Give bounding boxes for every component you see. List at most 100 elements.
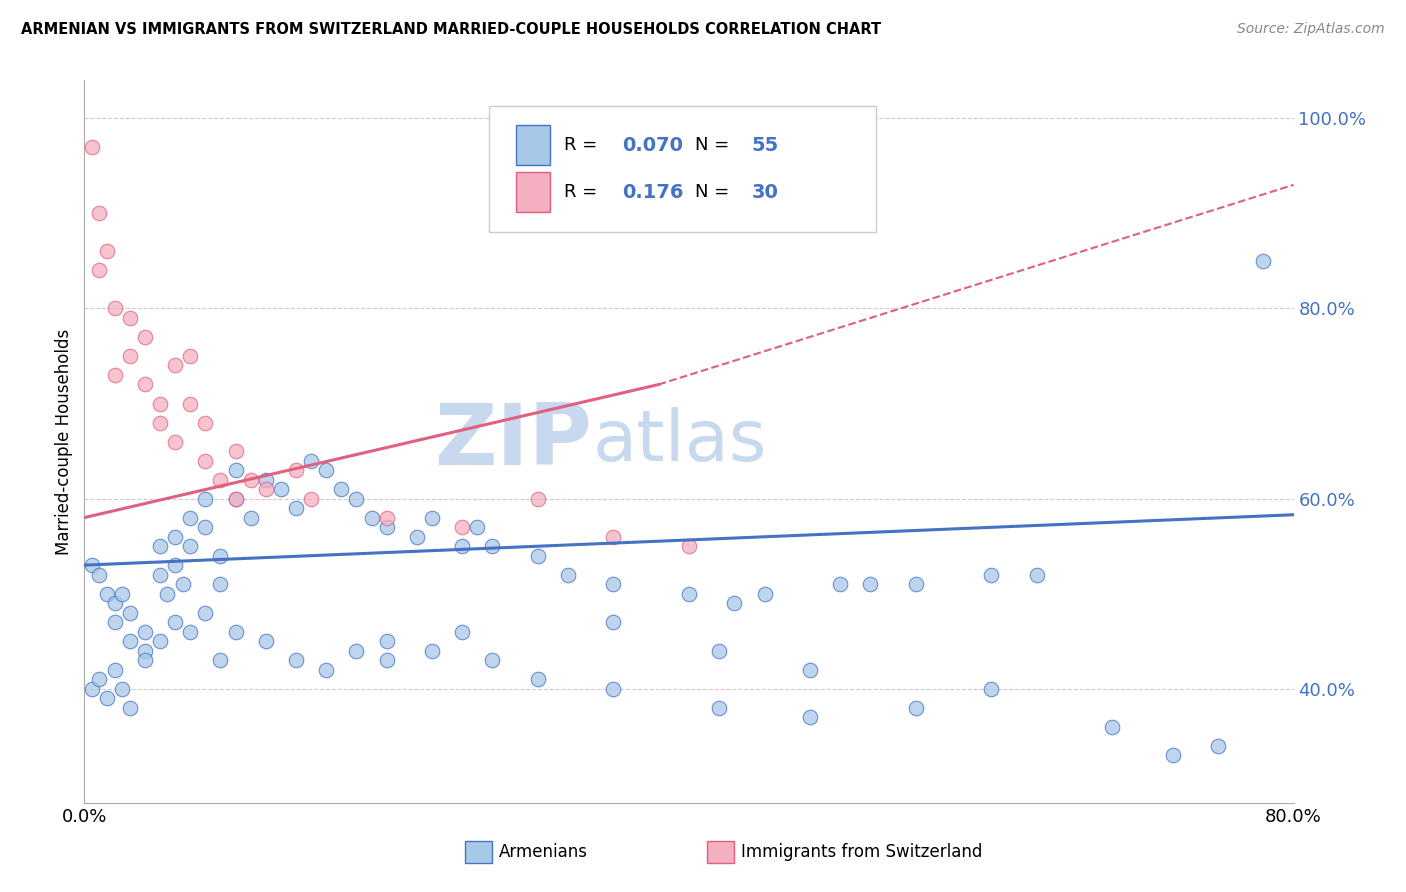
Text: 0.176: 0.176: [623, 183, 683, 202]
Point: [89, 206, 111, 220]
Point: [254, 482, 277, 496]
Text: Source: ZipAtlas.com: Source: ZipAtlas.com: [1237, 22, 1385, 37]
Point: [859, 577, 882, 591]
Point: [149, 396, 172, 410]
Point: [96, 691, 118, 706]
Text: atlas: atlas: [592, 407, 766, 476]
Point: [96, 587, 118, 601]
Point: [89, 567, 111, 582]
Point: [134, 624, 156, 639]
Point: [299, 491, 322, 506]
Point: [89, 672, 111, 686]
Point: [239, 510, 262, 524]
Point: [134, 377, 156, 392]
Point: [209, 577, 232, 591]
Point: [330, 482, 353, 496]
Point: [104, 663, 127, 677]
Text: R =: R =: [564, 136, 603, 154]
Point: [225, 444, 247, 458]
Point: [799, 663, 821, 677]
Point: [799, 710, 821, 724]
Point: [96, 244, 118, 259]
Point: [149, 416, 172, 430]
FancyBboxPatch shape: [516, 126, 550, 165]
Point: [89, 263, 111, 277]
Point: [467, 520, 489, 534]
Point: [111, 681, 134, 696]
Point: [315, 663, 337, 677]
Point: [172, 577, 194, 591]
Point: [830, 577, 852, 591]
Point: [723, 596, 745, 610]
Point: [239, 473, 262, 487]
Point: [315, 463, 337, 477]
Point: [285, 501, 308, 516]
Point: [80, 681, 103, 696]
Point: [1025, 567, 1047, 582]
Point: [420, 510, 443, 524]
Point: [104, 368, 127, 382]
Text: 0.070: 0.070: [623, 136, 683, 155]
Point: [527, 491, 550, 506]
Text: Armenians: Armenians: [499, 843, 588, 861]
Point: [118, 700, 141, 714]
Point: [104, 615, 127, 630]
Point: [754, 587, 776, 601]
Point: [1101, 720, 1123, 734]
Point: [375, 510, 398, 524]
Point: [134, 643, 156, 657]
Point: [118, 310, 141, 325]
Point: [904, 577, 927, 591]
Point: [179, 624, 201, 639]
Point: [557, 567, 579, 582]
Point: [104, 596, 127, 610]
Point: [209, 653, 232, 667]
Point: [602, 615, 624, 630]
Point: [602, 577, 624, 591]
Point: [1206, 739, 1229, 753]
Point: [602, 681, 624, 696]
Point: [1161, 748, 1184, 763]
Point: [285, 463, 308, 477]
Point: [602, 530, 624, 544]
Point: [346, 491, 368, 506]
Text: Immigrants from Switzerland: Immigrants from Switzerland: [741, 843, 983, 861]
Point: [165, 558, 187, 573]
Point: [1253, 254, 1275, 268]
Point: [165, 615, 187, 630]
Point: [451, 624, 474, 639]
Point: [149, 567, 172, 582]
Point: [481, 539, 503, 553]
Point: [179, 510, 201, 524]
Point: [285, 653, 308, 667]
Point: [209, 549, 232, 563]
FancyBboxPatch shape: [707, 841, 734, 863]
Point: [111, 587, 134, 601]
Point: [194, 491, 217, 506]
Point: [194, 453, 217, 467]
Point: [118, 606, 141, 620]
Text: R =: R =: [564, 183, 609, 202]
FancyBboxPatch shape: [516, 172, 550, 212]
Point: [134, 653, 156, 667]
Point: [254, 634, 277, 648]
Point: [80, 558, 103, 573]
Point: [451, 539, 474, 553]
Point: [254, 473, 277, 487]
Point: [527, 672, 550, 686]
Point: [80, 140, 103, 154]
Point: [134, 330, 156, 344]
Point: [225, 491, 247, 506]
Point: [299, 453, 322, 467]
Point: [980, 567, 1002, 582]
Point: [709, 700, 731, 714]
Text: N =: N =: [695, 183, 735, 202]
Point: [481, 653, 503, 667]
Point: [406, 530, 429, 544]
Point: [346, 643, 368, 657]
Text: 55: 55: [752, 136, 779, 155]
Point: [980, 681, 1002, 696]
Point: [194, 416, 217, 430]
Point: [420, 643, 443, 657]
Point: [225, 491, 247, 506]
